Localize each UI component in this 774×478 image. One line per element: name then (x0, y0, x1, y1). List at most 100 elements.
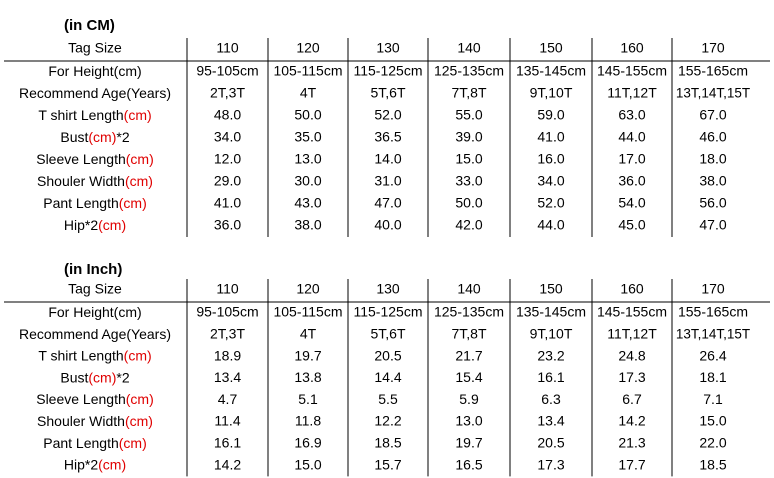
header-label: Tag Size (68, 40, 122, 56)
cell: 11T,12T (607, 85, 657, 101)
row-label: Sleeve Length(cm) (36, 391, 154, 407)
row-label: Hip*2(cm) (64, 456, 126, 472)
row-label: Pant Length(cm) (43, 435, 147, 451)
cell: 4T (300, 85, 317, 101)
cell: 43.0 (294, 195, 321, 211)
cell: 145-155cm (597, 304, 667, 320)
label-part: T shirt Length (38, 347, 123, 363)
cell: 33.0 (455, 173, 482, 189)
cell: 17.7 (618, 456, 645, 472)
cell: 47.0 (374, 195, 401, 211)
cell: 95-105cm (196, 63, 258, 79)
cell: 19.7 (294, 347, 321, 363)
cell: 16.1 (214, 435, 241, 451)
cell: 13.8 (294, 369, 321, 385)
cell: 18.0 (699, 151, 726, 167)
cell: 45.0 (618, 217, 645, 233)
cell: 15.0 (699, 413, 726, 429)
cell: 15.0 (294, 456, 321, 472)
cell: 155-165cm (678, 63, 748, 79)
cell: 54.0 (618, 195, 645, 211)
cell: 12.2 (374, 413, 401, 429)
cell: 155-165cm (678, 304, 748, 320)
row-label: Pant Length(cm) (43, 195, 147, 211)
cell: 47.0 (699, 217, 726, 233)
cell: 41.0 (214, 195, 241, 211)
cell: 18.5 (374, 435, 401, 451)
cell: 67.0 (699, 107, 726, 123)
row-label: Shouler Width(cm) (37, 173, 153, 189)
cell: 115-125cm (353, 63, 422, 79)
cell: 17.0 (618, 151, 645, 167)
cell: 12.0 (214, 151, 241, 167)
cell: 56.0 (699, 195, 726, 211)
header-cell: 130 (376, 281, 400, 297)
cell: 52.0 (374, 107, 401, 123)
cell: 14.2 (618, 413, 645, 429)
cell: 18.1 (699, 369, 726, 385)
cell: 22.0 (699, 435, 726, 451)
label-part: (cm) (124, 347, 152, 363)
cell: 9T,10T (530, 85, 573, 101)
row-label: For Height(cm) (48, 63, 141, 79)
cell: 59.0 (537, 107, 564, 123)
label-part: (cm) (88, 369, 116, 385)
label-part: T shirt Length (38, 107, 123, 123)
header-cell: 110 (216, 281, 239, 297)
cell: 15.4 (455, 369, 482, 385)
cell: 40.0 (374, 217, 401, 233)
label-part: Shouler Width (37, 173, 125, 189)
label-part: (cm) (88, 129, 116, 145)
cell: 7.1 (703, 391, 723, 407)
cell: 19.7 (455, 435, 482, 451)
cell: 13.4 (537, 413, 564, 429)
row-label: For Height(cm) (48, 304, 141, 320)
cell: 39.0 (455, 129, 482, 145)
label-part: Sleeve Length (36, 391, 126, 407)
label-part: (cm) (125, 173, 153, 189)
label-part: (cm) (119, 435, 147, 451)
cell: 36.0 (214, 217, 241, 233)
header-cell: 130 (376, 40, 400, 56)
label-part: (cm) (119, 195, 147, 211)
cell: 14.2 (214, 456, 241, 472)
cell: 11T,12T (607, 326, 657, 342)
header-cell: 170 (701, 40, 725, 56)
label-part: Bust (60, 369, 88, 385)
cell: 11.4 (214, 413, 240, 429)
cell: 135-145cm (516, 304, 586, 320)
header-cell: 120 (296, 40, 320, 56)
label-part: For Height(cm) (48, 63, 141, 79)
cell: 16.1 (537, 369, 564, 385)
cell: 2T,3T (210, 326, 245, 342)
row-label: Bust(cm)*2 (60, 369, 129, 385)
cell: 55.0 (455, 107, 482, 123)
cell: 35.0 (294, 129, 321, 145)
cell: 5.9 (459, 391, 479, 407)
cell: 125-135cm (434, 304, 504, 320)
cell: 4.7 (218, 391, 238, 407)
label-part: (cm) (124, 107, 152, 123)
cell: 105-115cm (273, 304, 342, 320)
cell: 38.0 (294, 217, 321, 233)
header-cell: 160 (620, 40, 644, 56)
label-part: (cm) (98, 456, 126, 472)
label-part: Shouler Width (37, 413, 125, 429)
label-part: Recommend Age(Years) (19, 326, 171, 342)
cell: 18.9 (214, 347, 241, 363)
row-label: Recommend Age(Years) (19, 85, 171, 101)
cell: 36.5 (374, 129, 401, 145)
cell: 4T (300, 326, 317, 342)
label-part: (cm) (126, 151, 154, 167)
label-part: *2 (116, 129, 129, 145)
cell: 50.0 (294, 107, 321, 123)
label-part: (cm) (126, 391, 154, 407)
cell: 20.5 (374, 347, 401, 363)
row-label: T shirt Length(cm) (38, 107, 151, 123)
cell: 105-115cm (273, 63, 342, 79)
header-cell: 120 (296, 281, 320, 297)
cell: 23.2 (537, 347, 564, 363)
cell: 16.0 (537, 151, 564, 167)
cell: 6.7 (622, 391, 642, 407)
